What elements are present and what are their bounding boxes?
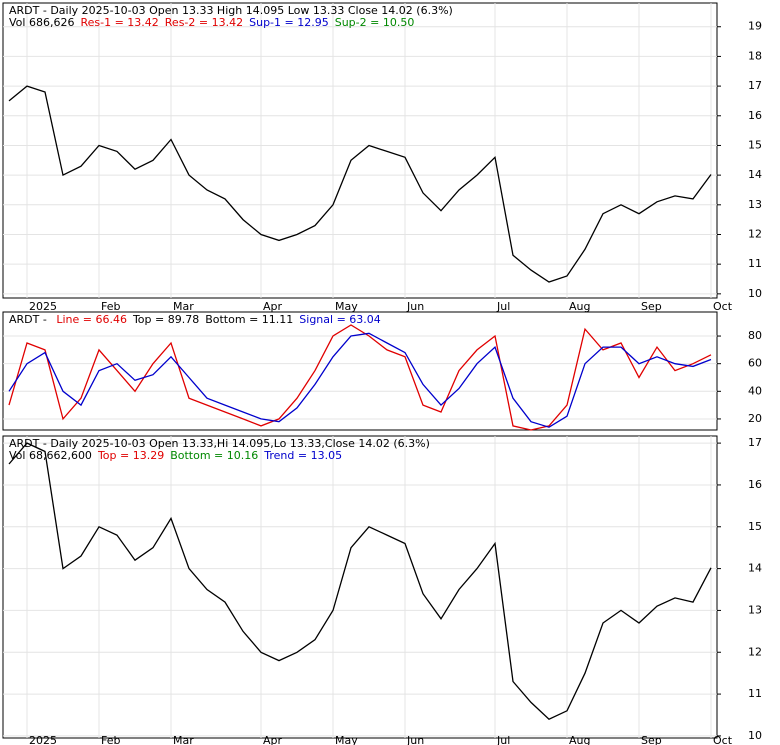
- header-item: ARDT -: [9, 313, 50, 326]
- header-item: Bottom = 10.16: [170, 449, 258, 462]
- y-tick-label: 80: [748, 329, 762, 342]
- x-tick-label: Apr: [263, 734, 283, 745]
- x-tick-label: Apr: [263, 300, 283, 313]
- header-item: ARDT - Daily 2025-10-03 Open 13.33,Hi 14…: [9, 437, 430, 450]
- header-item: Signal = 63.04: [299, 313, 381, 326]
- y-tick-label: 16: [748, 478, 762, 491]
- y-tick-label: 17: [748, 436, 762, 449]
- x-tick-label: Aug: [569, 300, 590, 313]
- x-tick-label: Sep: [641, 734, 662, 745]
- price-line: [8, 85, 712, 283]
- y-tick-label: 15: [748, 138, 762, 151]
- panel-frame: [2, 311, 718, 431]
- header-line: ARDT - Daily 2025-10-03 Open 13.33,Hi 14…: [9, 437, 430, 450]
- y-tick-label: 20: [748, 412, 762, 425]
- y-tick-label: 12: [748, 645, 762, 658]
- y-tick-label: 12: [748, 227, 762, 240]
- x-tick-label: Aug: [569, 734, 590, 745]
- y-tick-label: 16: [748, 109, 762, 122]
- y-tick-label: 17: [748, 79, 762, 92]
- price-line: [8, 324, 712, 431]
- header-item: Top = 13.29: [97, 449, 164, 462]
- price-line: [8, 442, 712, 720]
- header-item: Sup-1 = 12.95: [249, 16, 329, 29]
- y-tick-label: 10: [748, 729, 762, 742]
- panel-frame: [2, 2, 718, 299]
- header-item: Vol 686,626: [9, 16, 74, 29]
- x-tick-label: Jun: [406, 300, 424, 313]
- y-tick-label: 10: [748, 287, 762, 300]
- x-tick-label: May: [335, 734, 358, 745]
- x-tick-label: Feb: [101, 300, 120, 313]
- x-tick-label: May: [335, 300, 358, 313]
- x-tick-label: Jul: [496, 300, 510, 313]
- x-tick-label: 2025: [29, 300, 57, 313]
- y-tick-label: 60: [748, 357, 762, 370]
- y-tick-label: 40: [748, 384, 762, 397]
- x-tick-label: Mar: [173, 300, 194, 313]
- header-item: Line = 66.46: [56, 313, 127, 326]
- header-line: ARDT - Line = 66.46 Top = 89.78 Bottom = 1…: [9, 313, 381, 326]
- header-line: ARDT - Daily 2025-10-03 Open 13.33 High …: [9, 4, 453, 17]
- x-tick-label: Oct: [713, 300, 733, 313]
- panel-frame: [2, 435, 718, 739]
- header-item: Vol 68,662,600: [9, 449, 92, 462]
- y-tick-label: 14: [748, 168, 762, 181]
- header-line: Vol 68,662,600 Top = 13.29 Bottom = 10.16 T…: [9, 449, 342, 462]
- y-tick-label: 18: [748, 49, 762, 62]
- y-tick-label: 11: [748, 257, 762, 270]
- x-tick-label: Oct: [713, 734, 733, 745]
- x-tick-label: Sep: [641, 300, 662, 313]
- header-item: Res-2 = 13.42: [165, 16, 243, 29]
- y-tick-label: 11: [748, 687, 762, 700]
- header-item: ARDT - Daily 2025-10-03 Open 13.33 High …: [9, 4, 453, 17]
- header-item: Trend = 13.05: [263, 449, 342, 462]
- x-tick-label: Jul: [496, 734, 510, 745]
- header-item: Sup-2 = 10.50: [335, 16, 415, 29]
- header-item: Top = 89.78: [132, 313, 199, 326]
- y-tick-label: 19: [748, 20, 762, 33]
- header-line: Vol 686,626 Res-1 = 13.42 Res-2 = 13.42 Sup…: [9, 16, 414, 29]
- y-tick-label: 14: [748, 562, 762, 575]
- y-tick-label: 13: [748, 198, 762, 211]
- x-tick-label: 2025: [29, 734, 57, 745]
- x-tick-label: Feb: [101, 734, 120, 745]
- y-tick-label: 13: [748, 603, 762, 616]
- y-tick-label: 15: [748, 520, 762, 533]
- header-item: Res-1 = 13.42: [80, 16, 158, 29]
- price-line: [8, 332, 712, 428]
- header-item: Bottom = 11.11: [205, 313, 293, 326]
- x-tick-label: Jun: [406, 734, 424, 745]
- x-tick-label: Mar: [173, 734, 194, 745]
